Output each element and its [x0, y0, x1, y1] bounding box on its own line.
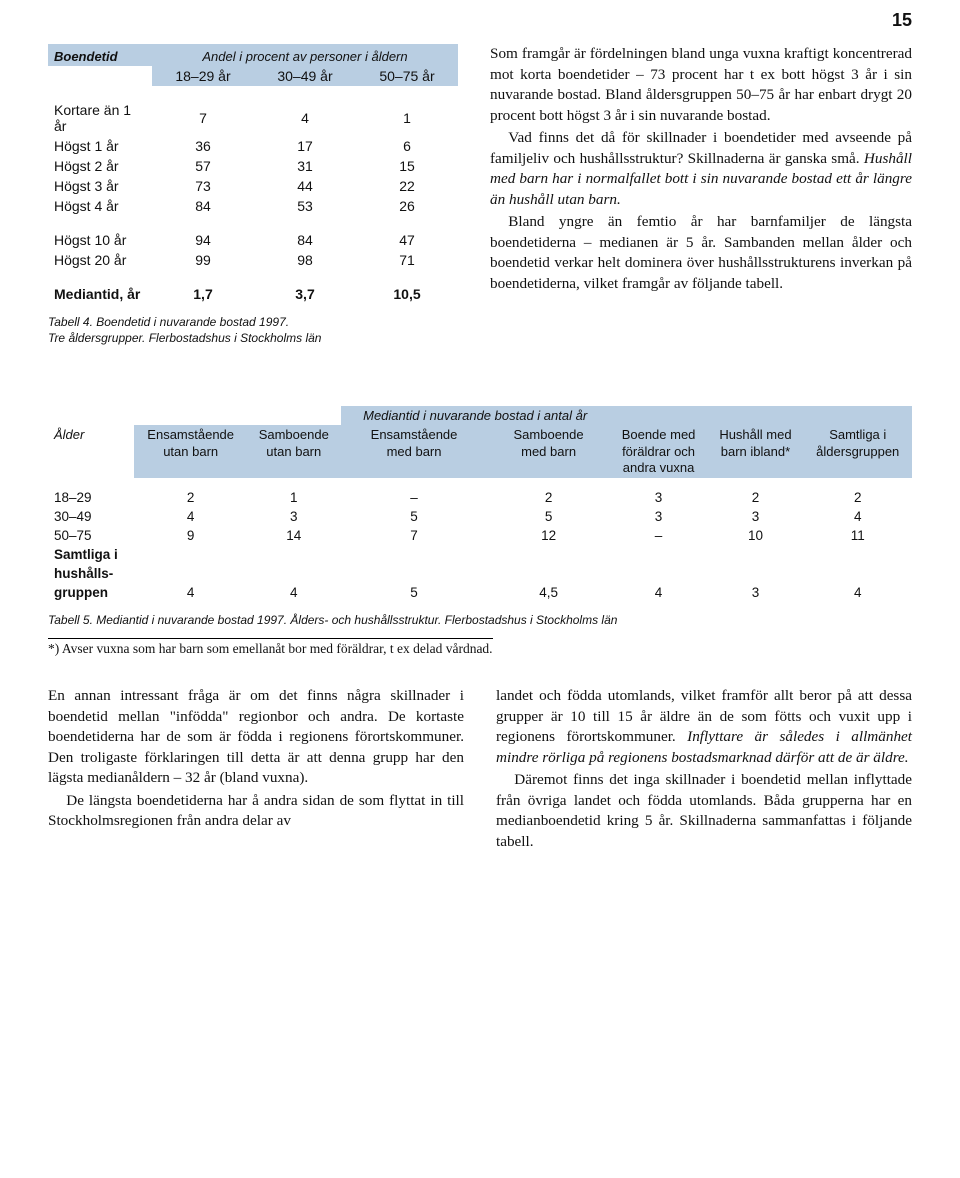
table-row: Samtliga i — [48, 545, 912, 564]
paragraph: En annan intressant fråga är om det finn… — [48, 686, 464, 789]
paragraph: Bland yngre än femtio år har barnfamilje… — [490, 212, 912, 294]
table-row: Kortare än 1 år741 — [48, 100, 458, 136]
t5-caption: Tabell 5. Mediantid i nuvarande bostad 1… — [48, 612, 912, 628]
table-row: hushålls- — [48, 564, 912, 583]
t5-rowhdr: Ålder — [48, 425, 134, 478]
paragraph: De längsta boendetiderna har å andra sid… — [48, 791, 464, 832]
bottom-right-col: landet och födda utomlands, vilket framf… — [496, 686, 912, 854]
t5-col-2: Ensamståendemed barn — [341, 425, 488, 478]
table-row: gruppen4454,5434 — [48, 583, 912, 602]
t5-col-4: Boende medföräldrar ochandra vuxna — [610, 425, 708, 478]
t5-col-6: Samtliga iåldersgruppen — [803, 425, 912, 478]
t5-col-5: Hushåll medbarn ibland* — [707, 425, 803, 478]
table-row: 18–2921–2322 — [48, 488, 912, 507]
table-row: 30–494355334 — [48, 507, 912, 526]
table-row: Högst 4 år845326 — [48, 196, 458, 216]
t5-super-header: Mediantid i nuvarande bostad i antal år — [341, 406, 610, 425]
table-row: Högst 20 år999871 — [48, 250, 458, 270]
table-row: Högst 10 år948447 — [48, 230, 458, 250]
t5-col-3: Samboendemed barn — [487, 425, 609, 478]
paragraph: Däremot finns det inga skillnader i boen… — [496, 770, 912, 852]
paragraph: Vad finns det då för skillnader i boende… — [490, 128, 912, 210]
paragraph: Som framgår är fördelningen bland unga v… — [490, 44, 912, 126]
t4-corner: Boendetid — [48, 44, 152, 66]
t4-median-row: Mediantid, år1,73,710,5 — [48, 284, 458, 304]
t5-col-1: Samboendeutan barn — [247, 425, 341, 478]
t5-col-0: Ensamståendeutan barn — [134, 425, 247, 478]
table-row: Högst 1 år36176 — [48, 136, 458, 156]
t5-footnote: *) Avser vuxna som har barn som emellanå… — [48, 638, 493, 657]
table-row: 50–75914712–1011 — [48, 526, 912, 545]
body-top-text: Som framgår är fördelningen bland unga v… — [490, 44, 912, 346]
t4-col-0: 18–29 år — [152, 66, 254, 86]
bottom-left-col: En annan intressant fråga är om det finn… — [48, 686, 464, 854]
table-4: Boendetid Andel i procent av personer i … — [48, 44, 458, 304]
t4-col-1: 30–49 år — [254, 66, 356, 86]
paragraph: landet och födda utomlands, vilket framf… — [496, 686, 912, 768]
page-number: 15 — [892, 10, 912, 31]
table-row: Högst 2 år573115 — [48, 156, 458, 176]
t4-super-header: Andel i procent av personer i åldern — [152, 44, 458, 66]
t4-caption: Tabell 4. Boendetid i nuvarande bostad 1… — [48, 314, 458, 346]
table-row: Högst 3 år734422 — [48, 176, 458, 196]
t4-col-2: 50–75 år — [356, 66, 458, 86]
table-5: Mediantid i nuvarande bostad i antal år … — [48, 406, 912, 602]
